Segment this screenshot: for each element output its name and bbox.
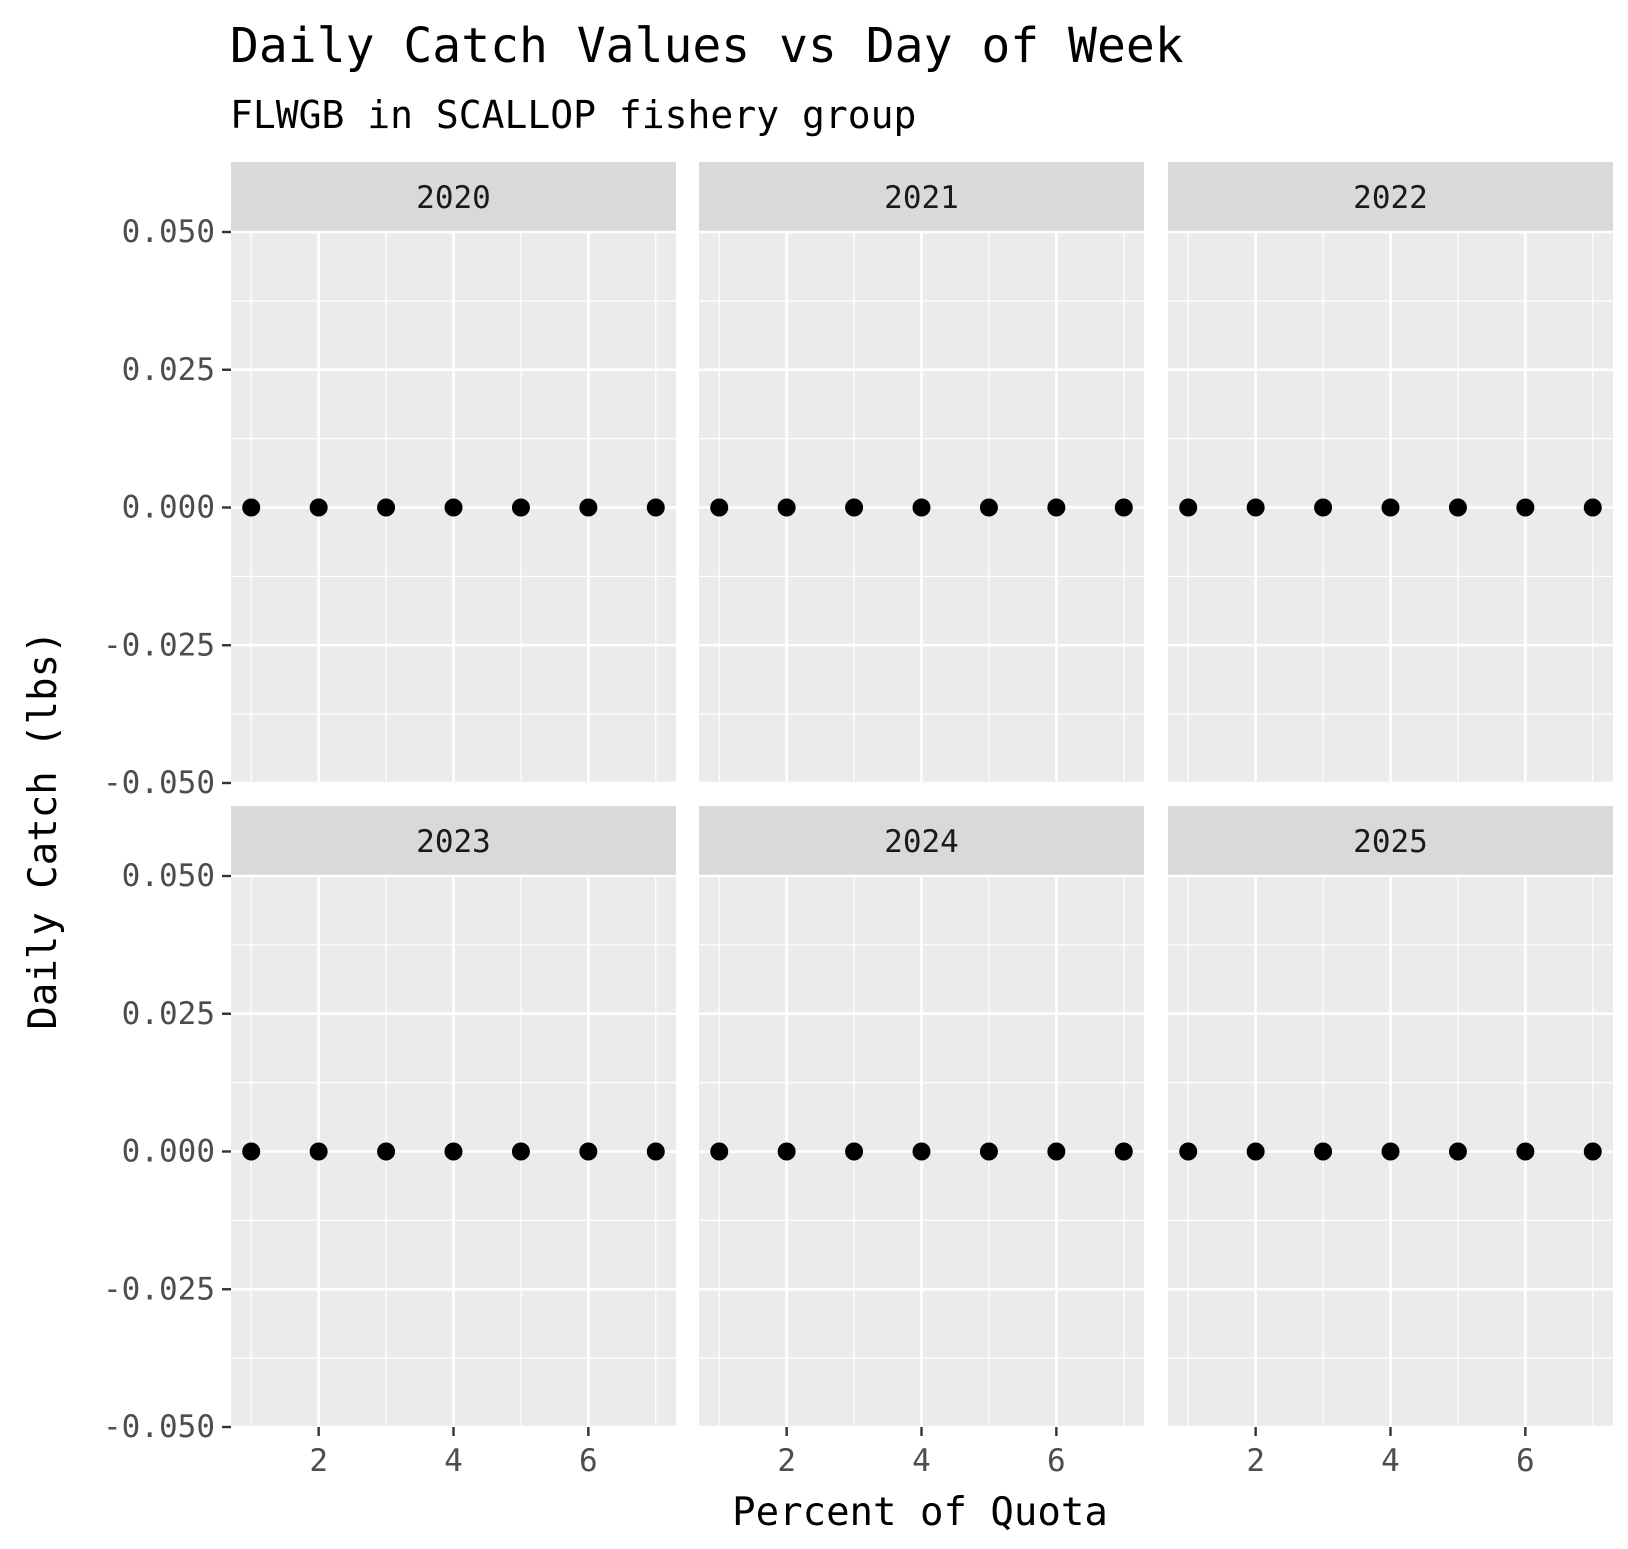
data-point bbox=[511, 1142, 530, 1161]
facet-strip bbox=[699, 806, 1144, 876]
y-tick-label: -0.050 bbox=[103, 1409, 215, 1445]
data-point bbox=[309, 498, 328, 517]
data-point bbox=[1381, 1142, 1400, 1161]
data-point bbox=[845, 1142, 864, 1161]
data-point bbox=[1381, 498, 1400, 517]
facet-strip-label: 2022 bbox=[1353, 180, 1428, 216]
x-tick-label: 2 bbox=[309, 1443, 328, 1479]
data-point bbox=[1516, 498, 1535, 517]
y-tick-label: 0.050 bbox=[122, 858, 215, 894]
data-point bbox=[309, 1142, 328, 1161]
facet-strip bbox=[231, 806, 676, 876]
data-point bbox=[1246, 1142, 1265, 1161]
y-tick-label: -0.025 bbox=[103, 1271, 215, 1307]
facet-strip bbox=[699, 162, 1144, 232]
data-point bbox=[912, 498, 931, 517]
y-tick-label: 0.025 bbox=[122, 352, 215, 388]
data-point bbox=[777, 498, 796, 517]
data-point bbox=[710, 1142, 729, 1161]
facet-strip-label: 2021 bbox=[884, 180, 959, 216]
data-point bbox=[979, 1142, 998, 1161]
facet-strip bbox=[1168, 162, 1613, 232]
data-point bbox=[444, 498, 463, 517]
data-point bbox=[777, 1142, 796, 1161]
data-point bbox=[646, 1142, 665, 1161]
data-point bbox=[444, 1142, 463, 1161]
data-point bbox=[845, 498, 864, 517]
data-point bbox=[1583, 498, 1602, 517]
y-tick-label: 0.050 bbox=[122, 214, 215, 250]
y-tick-label: 0.000 bbox=[122, 1134, 215, 1170]
data-point bbox=[242, 498, 261, 517]
data-point bbox=[579, 1142, 598, 1161]
data-point bbox=[1448, 498, 1467, 517]
data-point bbox=[1114, 1142, 1133, 1161]
data-point bbox=[1179, 1142, 1198, 1161]
chart-title: Daily Catch Values vs Day of Week bbox=[230, 18, 1184, 74]
data-point bbox=[912, 1142, 931, 1161]
data-point bbox=[710, 498, 729, 517]
data-point bbox=[1314, 498, 1333, 517]
y-tick-label: -0.050 bbox=[103, 765, 215, 801]
facet-strip-label: 2023 bbox=[416, 824, 491, 860]
data-point bbox=[1246, 498, 1265, 517]
x-tick-label: 6 bbox=[1516, 1443, 1535, 1479]
data-point bbox=[1314, 1142, 1333, 1161]
data-point bbox=[1047, 498, 1066, 517]
data-point bbox=[242, 1142, 261, 1161]
data-point bbox=[1047, 1142, 1066, 1161]
y-tick-label: 0.025 bbox=[122, 996, 215, 1032]
x-tick-label: 6 bbox=[1047, 1443, 1066, 1479]
facet-strip bbox=[1168, 806, 1613, 876]
y-axis-label: Daily Catch (lbs) bbox=[21, 630, 66, 1029]
x-tick-label: 2 bbox=[1246, 1443, 1265, 1479]
data-point bbox=[1516, 1142, 1535, 1161]
data-point bbox=[979, 498, 998, 517]
data-point bbox=[511, 498, 530, 517]
data-point bbox=[1114, 498, 1133, 517]
data-point bbox=[1448, 1142, 1467, 1161]
facet-strip-label: 2020 bbox=[416, 180, 491, 216]
x-axis-label: Percent of Quota bbox=[732, 1490, 1108, 1535]
x-tick-label: 2 bbox=[777, 1443, 796, 1479]
x-tick-label: 6 bbox=[579, 1443, 598, 1479]
facet-strip bbox=[231, 162, 676, 232]
data-point bbox=[646, 498, 665, 517]
facet-strip-label: 2024 bbox=[884, 824, 959, 860]
data-point bbox=[579, 498, 598, 517]
y-tick-label: 0.000 bbox=[122, 490, 215, 526]
facet-panels: 2020 -0.050 -0.025 0.000 0.025 0.050 2021 2022 2… bbox=[103, 162, 1613, 1479]
data-point bbox=[1179, 498, 1198, 517]
x-tick-label: 4 bbox=[912, 1443, 931, 1479]
x-tick-label: 4 bbox=[1381, 1443, 1400, 1479]
x-tick-label: 4 bbox=[444, 1443, 463, 1479]
facet-strip-label: 2025 bbox=[1353, 824, 1428, 860]
data-point bbox=[377, 498, 396, 517]
chart-subtitle: FLWGB in SCALLOP fishery group bbox=[230, 93, 916, 137]
y-tick-label: -0.025 bbox=[103, 627, 215, 663]
data-point bbox=[1583, 1142, 1602, 1161]
data-point bbox=[377, 1142, 396, 1161]
